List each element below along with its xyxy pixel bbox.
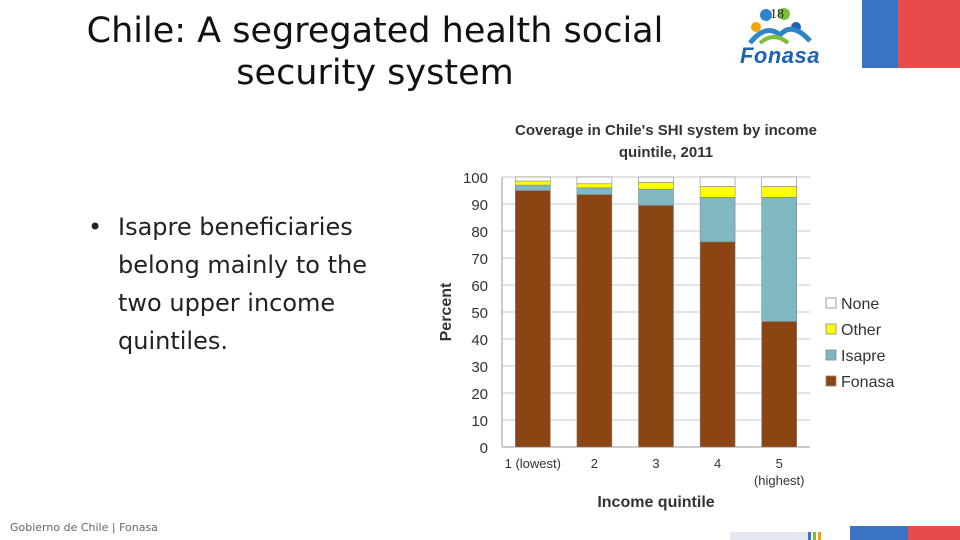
flag-red-stripe bbox=[898, 0, 960, 68]
bar-other bbox=[638, 182, 674, 190]
legend-swatch-fonasa bbox=[825, 375, 837, 387]
bar-none bbox=[699, 176, 736, 187]
footer-stripes bbox=[730, 526, 960, 540]
y-tick-label: 70 bbox=[471, 251, 488, 268]
y-tick-label: 90 bbox=[471, 197, 488, 214]
y-tick-label: 0 bbox=[480, 440, 488, 457]
bullet-text: Isapre beneficiaries belong mainly to th… bbox=[118, 213, 367, 355]
bar-fonasa bbox=[699, 241, 736, 448]
bullet-dot-icon: • bbox=[88, 213, 103, 241]
legend-swatch-other bbox=[825, 323, 837, 335]
bullet-item: • Isapre beneficiaries belong mainly to … bbox=[88, 208, 388, 360]
bar-fonasa bbox=[576, 194, 613, 448]
y-tick-label: 100 bbox=[463, 170, 488, 187]
footer-text: Gobierno de Chile | Fonasa bbox=[10, 521, 158, 534]
fonasa-logo-text: Fonasa bbox=[739, 43, 821, 68]
chart-title-line-1: Coverage in Chile's SHI system by income bbox=[515, 122, 817, 139]
slide-number: 18 bbox=[770, 7, 784, 22]
y-tick-label: 60 bbox=[471, 278, 488, 295]
legend-label: None bbox=[841, 296, 879, 313]
x-tick-label: 3 bbox=[652, 456, 659, 471]
y-tick-label: 50 bbox=[471, 305, 488, 322]
bar-none bbox=[638, 176, 674, 183]
bar-none bbox=[761, 176, 798, 187]
y-tick-label: 10 bbox=[471, 413, 488, 430]
bar-other bbox=[576, 183, 613, 189]
bar-none bbox=[514, 176, 551, 182]
x-tick-label: 4 bbox=[714, 456, 721, 471]
legend-label: Other bbox=[841, 322, 882, 339]
chart-title-line-2: quintile, 2011 bbox=[619, 144, 713, 161]
slide-title: Chile: A segregated health social securi… bbox=[86, 11, 664, 93]
bar-other bbox=[761, 186, 798, 198]
bar-isapre bbox=[761, 196, 798, 322]
x-tick-label: 5 bbox=[776, 456, 783, 471]
y-tick-label: 20 bbox=[471, 386, 488, 403]
y-tick-label: 30 bbox=[471, 359, 488, 376]
bar-other bbox=[514, 180, 551, 186]
x-tick-label: 1 (lowest) bbox=[505, 456, 561, 471]
family-logo-icon bbox=[748, 8, 812, 45]
y-tick-label: 80 bbox=[471, 224, 488, 241]
bar-fonasa bbox=[638, 205, 674, 448]
bar-isapre bbox=[576, 187, 613, 195]
bar-other bbox=[699, 186, 736, 198]
x-axis-label: Income quintile bbox=[597, 494, 714, 511]
y-axis-label: Percent bbox=[438, 282, 455, 341]
legend-swatch-isapre bbox=[825, 349, 837, 361]
bar-isapre bbox=[638, 188, 674, 206]
legend-label: Isapre bbox=[841, 348, 886, 365]
bar-isapre bbox=[699, 196, 736, 243]
x-tick-label: 2 bbox=[591, 456, 598, 471]
flag-blue-stripe bbox=[862, 0, 898, 68]
legend-swatch-none bbox=[825, 297, 837, 309]
legend-label: Fonasa bbox=[841, 374, 894, 391]
x-tick-label-sub: (highest) bbox=[754, 473, 805, 488]
bar-fonasa bbox=[514, 190, 551, 448]
bar-none bbox=[576, 176, 613, 185]
bar-fonasa bbox=[761, 321, 798, 448]
bar-isapre bbox=[514, 184, 551, 191]
bullet-list: • Isapre beneficiaries belong mainly to … bbox=[88, 208, 388, 360]
fonasa-logo: Fonasa bbox=[726, 5, 834, 71]
y-tick-label: 40 bbox=[471, 332, 488, 349]
